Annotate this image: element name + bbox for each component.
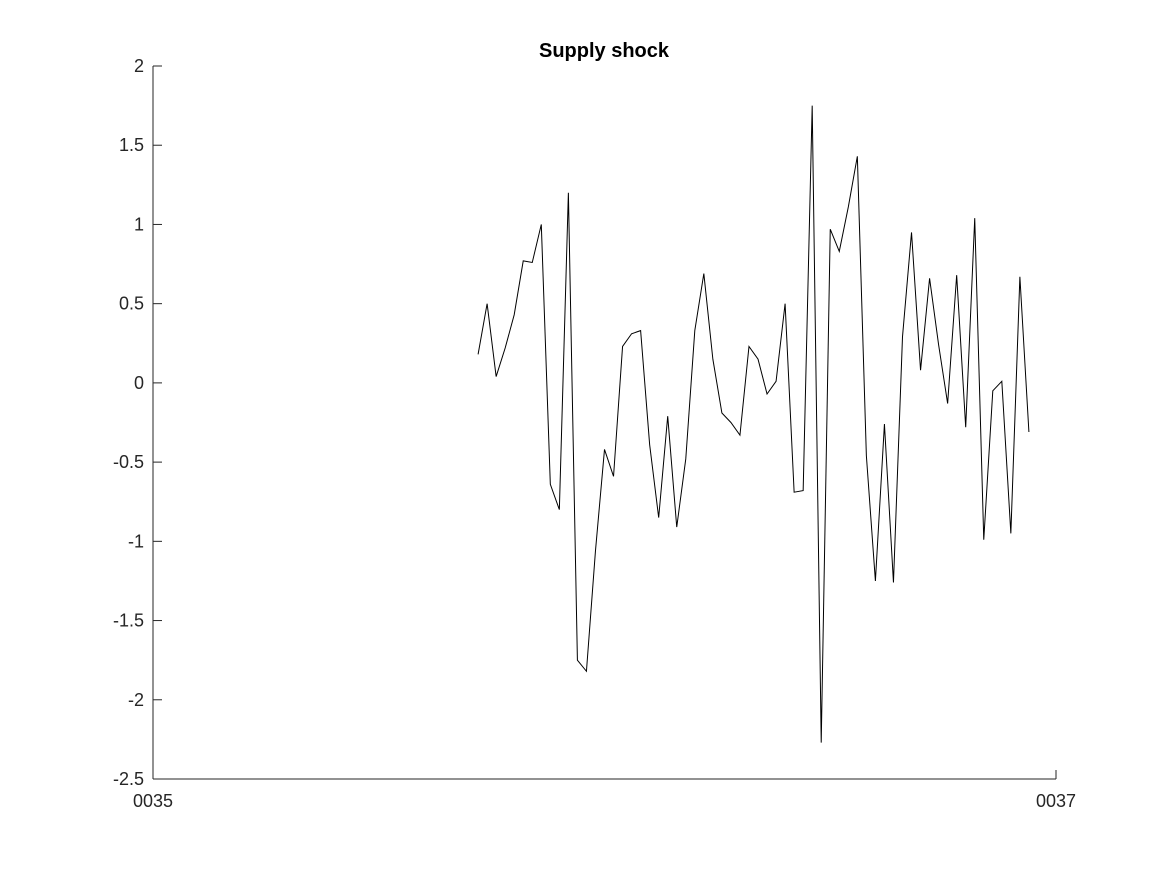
- x-tick-label: 0037: [1036, 791, 1076, 811]
- y-tick-label: 1: [134, 214, 144, 234]
- y-tick-label: -1: [128, 531, 144, 551]
- y-tick-label: -0.5: [113, 452, 144, 472]
- x-tick-label: 0035: [133, 791, 173, 811]
- series-layer: [477, 105, 1030, 743]
- y-tick-label: 0.5: [119, 294, 144, 314]
- y-tick-label: -2: [128, 690, 144, 710]
- y-tick-label: 0: [134, 373, 144, 393]
- y-tick-label: 1.5: [119, 135, 144, 155]
- series-line: [477, 105, 1030, 743]
- y-tick-label: -2.5: [113, 769, 144, 789]
- chart-title: Supply shock: [539, 40, 670, 62]
- y-tick-label: 2: [134, 56, 144, 76]
- y-tick-label: -1.5: [113, 611, 144, 631]
